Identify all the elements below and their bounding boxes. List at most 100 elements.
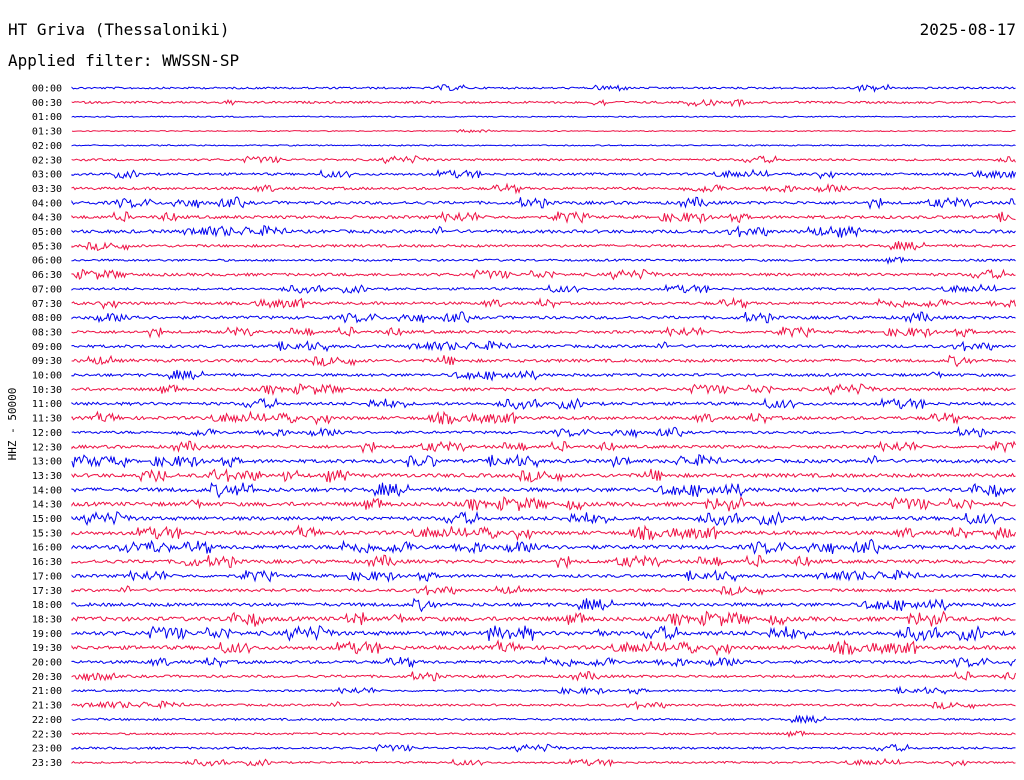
time-tick-label: 11:00 (32, 399, 62, 410)
trace-line (71, 256, 1016, 265)
time-tick-label: 20:30 (32, 672, 62, 683)
time-tick-label: 14:00 (32, 485, 62, 496)
time-tick-label: 06:00 (32, 256, 62, 267)
trace-line (71, 730, 1016, 739)
trace-line (71, 685, 1016, 696)
trace-line (71, 700, 1016, 711)
time-tick-label: 20:00 (32, 658, 62, 669)
trace-line (71, 639, 1016, 657)
date-label: 2025-08-17 (919, 20, 1016, 39)
time-tick-label: 18:30 (32, 614, 62, 625)
trace-line (71, 671, 1016, 682)
trace-line (71, 83, 1016, 93)
time-tick-label: 08:30 (32, 327, 62, 338)
trace-line (71, 155, 1016, 165)
trace-line (71, 453, 1016, 469)
time-tick-label: 13:00 (32, 457, 62, 468)
filter-label: Applied filter: WWSSN-SP (8, 51, 240, 70)
time-tick-label: 23:00 (32, 744, 62, 755)
trace-line (71, 311, 1016, 324)
trace-line (71, 224, 1016, 238)
time-tick-label: 08:00 (32, 313, 62, 324)
time-tick-label: 09:30 (32, 356, 62, 367)
time-tick-label: 04:30 (32, 213, 62, 224)
time-tick-label: 09:00 (32, 342, 62, 353)
time-tick-label: 12:30 (32, 442, 62, 453)
time-tick-label: 18:00 (32, 600, 62, 611)
trace-line (71, 610, 1016, 627)
time-tick-label: 06:30 (32, 270, 62, 281)
trace-line (71, 597, 1016, 613)
trace-line (71, 569, 1016, 583)
trace-line (71, 538, 1016, 555)
trace-line (71, 554, 1016, 570)
time-tick-label: 03:30 (32, 184, 62, 195)
y-axis-label: HHZ - 50000 (6, 388, 19, 461)
trace-line (71, 354, 1016, 368)
time-tick-label: 05:30 (32, 241, 62, 252)
trace-line (71, 714, 1016, 725)
time-tick-label: 11:30 (32, 414, 62, 425)
time-tick-label: 07:00 (32, 284, 62, 295)
time-tick-label: 19:30 (32, 643, 62, 654)
trace-line (71, 326, 1016, 339)
time-tick-label: 02:00 (32, 141, 62, 152)
time-tick-label: 05:00 (32, 227, 62, 238)
time-tick-label: 02:30 (32, 155, 62, 166)
time-tick-label: 22:30 (32, 729, 62, 740)
trace-line (71, 482, 1016, 499)
trace-line (71, 757, 1016, 768)
trace-line (71, 496, 1016, 512)
time-tick-label: 15:00 (32, 514, 62, 525)
trace-line (71, 624, 1016, 642)
trace-line (71, 440, 1016, 454)
time-tick-label: 00:00 (32, 84, 62, 95)
trace-lines (71, 83, 1016, 768)
trace-line (71, 210, 1016, 225)
trace-line (71, 369, 1016, 382)
trace-line (71, 510, 1016, 527)
time-tick-label: 16:30 (32, 557, 62, 568)
time-tick-label: 17:00 (32, 571, 62, 582)
time-tick-labels: 00:00 00:30 01:00 01:30 02:00 02:30 03:00 03:30… (32, 84, 62, 769)
trace-line (71, 268, 1016, 281)
trace-line (71, 128, 1016, 134)
time-tick-label: 04:00 (32, 198, 62, 209)
station-title: HT Griva (Thessaloniki) (8, 20, 230, 39)
time-tick-label: 10:00 (32, 371, 62, 382)
time-tick-label: 01:00 (32, 112, 62, 123)
time-tick-label: 16:00 (32, 543, 62, 554)
time-tick-label: 22:00 (32, 715, 62, 726)
time-tick-label: 01:30 (32, 127, 62, 138)
trace-line (71, 296, 1016, 310)
time-tick-label: 14:30 (32, 500, 62, 511)
time-tick-label: 21:30 (32, 701, 62, 712)
time-tick-label: 23:30 (32, 758, 62, 769)
trace-line (71, 144, 1016, 147)
time-tick-label: 19:00 (32, 629, 62, 640)
time-tick-label: 12:00 (32, 428, 62, 439)
time-tick-label: 17:30 (32, 586, 62, 597)
time-tick-label: 03:00 (32, 170, 62, 181)
trace-line (71, 383, 1016, 396)
trace-line (71, 182, 1016, 195)
trace-line (71, 340, 1016, 353)
trace-line (71, 98, 1016, 108)
time-tick-label: 00:30 (32, 98, 62, 109)
trace-line (71, 524, 1016, 542)
trace-line (71, 584, 1016, 596)
trace-line (71, 743, 1016, 753)
trace-line (71, 196, 1016, 210)
time-tick-label: 13:30 (32, 471, 62, 482)
trace-line (71, 168, 1016, 180)
trace-line (71, 425, 1016, 439)
trace-line (71, 115, 1016, 118)
trace-line (71, 656, 1016, 669)
trace-line (71, 283, 1016, 294)
trace-line (71, 397, 1016, 410)
trace-line (71, 410, 1016, 426)
time-tick-label: 15:30 (32, 528, 62, 539)
time-tick-label: 07:30 (32, 299, 62, 310)
time-tick-label: 10:30 (32, 385, 62, 396)
